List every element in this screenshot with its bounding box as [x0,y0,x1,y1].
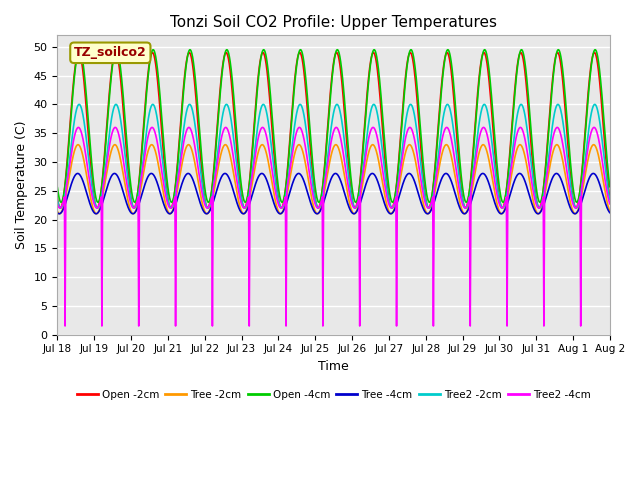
Open -4cm [427,197,435,203]
Open -2cm [314,204,321,210]
Tree -4cm [54,210,61,216]
Open -4cm [57,199,65,205]
Open -4cm [489,110,497,116]
Open -2cm [153,71,161,77]
Tree2 -2cm [57,205,65,211]
Tree -4cm [489,193,497,199]
Open -2cm [605,191,613,197]
Line: Tree2 -2cm: Tree2 -2cm [58,104,610,208]
Tree -2cm [458,206,465,212]
Tree2 -2cm [605,194,613,200]
Tree2 -4cm [314,205,321,211]
Tree2 -4cm [605,199,613,205]
Tree2 -4cm [61,323,69,329]
Tree2 -2cm [314,204,321,209]
Tree -2cm [605,207,613,213]
Text: TZ_soilco2: TZ_soilco2 [74,46,147,60]
Tree2 -4cm [458,198,465,204]
Open -2cm [75,50,83,56]
Tree -4cm [606,210,614,216]
Open -2cm [489,124,497,130]
Tree -2cm [427,206,435,212]
Open -4cm [458,176,465,182]
Tree2 -2cm [427,203,435,208]
Line: Tree -2cm: Tree -2cm [58,144,610,214]
Open -2cm [427,199,435,205]
Line: Tree2 -4cm: Tree2 -4cm [58,127,610,326]
Tree2 -4cm [153,137,161,143]
Open -2cm [458,188,465,194]
Tree2 -4cm [74,124,82,130]
Open -4cm [54,185,61,191]
Tree -2cm [489,179,497,185]
X-axis label: Time: Time [318,360,349,373]
Tree2 -4cm [427,201,435,207]
Legend: Open -2cm, Tree -2cm, Open -4cm, Tree -4cm, Tree2 -2cm, Tree2 -4cm: Open -2cm, Tree -2cm, Open -4cm, Tree -4… [72,386,595,404]
Tree -2cm [74,142,82,147]
Tree -4cm [605,209,613,215]
Open -4cm [605,180,613,185]
Tree2 -2cm [606,196,614,202]
Tree -4cm [314,211,321,216]
Tree2 -2cm [54,197,61,203]
Open -4cm [606,184,614,190]
Tree2 -2cm [76,101,83,107]
Tree -4cm [458,208,465,214]
Tree -4cm [427,207,435,213]
Tree2 -2cm [458,192,465,197]
Open -4cm [76,47,83,53]
Tree -4cm [74,170,81,176]
Title: Tonzi Soil CO2 Profile: Upper Temperatures: Tonzi Soil CO2 Profile: Upper Temperatur… [170,15,497,30]
Tree -2cm [153,155,161,160]
Tree2 -2cm [489,148,497,154]
Open -4cm [314,196,321,202]
Tree -2cm [314,211,321,216]
Tree2 -4cm [489,166,497,171]
Tree -2cm [56,211,63,216]
Tree -4cm [153,179,161,185]
Line: Tree -4cm: Tree -4cm [58,173,610,214]
Open -4cm [153,62,161,68]
Tree -2cm [54,208,61,214]
Tree2 -2cm [153,114,161,120]
Line: Open -4cm: Open -4cm [58,50,610,202]
Tree -2cm [606,208,614,214]
Open -2cm [606,195,614,201]
Tree -4cm [55,211,63,216]
Tree2 -4cm [54,201,61,207]
Y-axis label: Soil Temperature (C): Soil Temperature (C) [15,121,28,249]
Line: Open -2cm: Open -2cm [58,53,610,208]
Tree2 -4cm [606,201,614,207]
Open -2cm [56,205,64,211]
Open -2cm [54,195,61,201]
